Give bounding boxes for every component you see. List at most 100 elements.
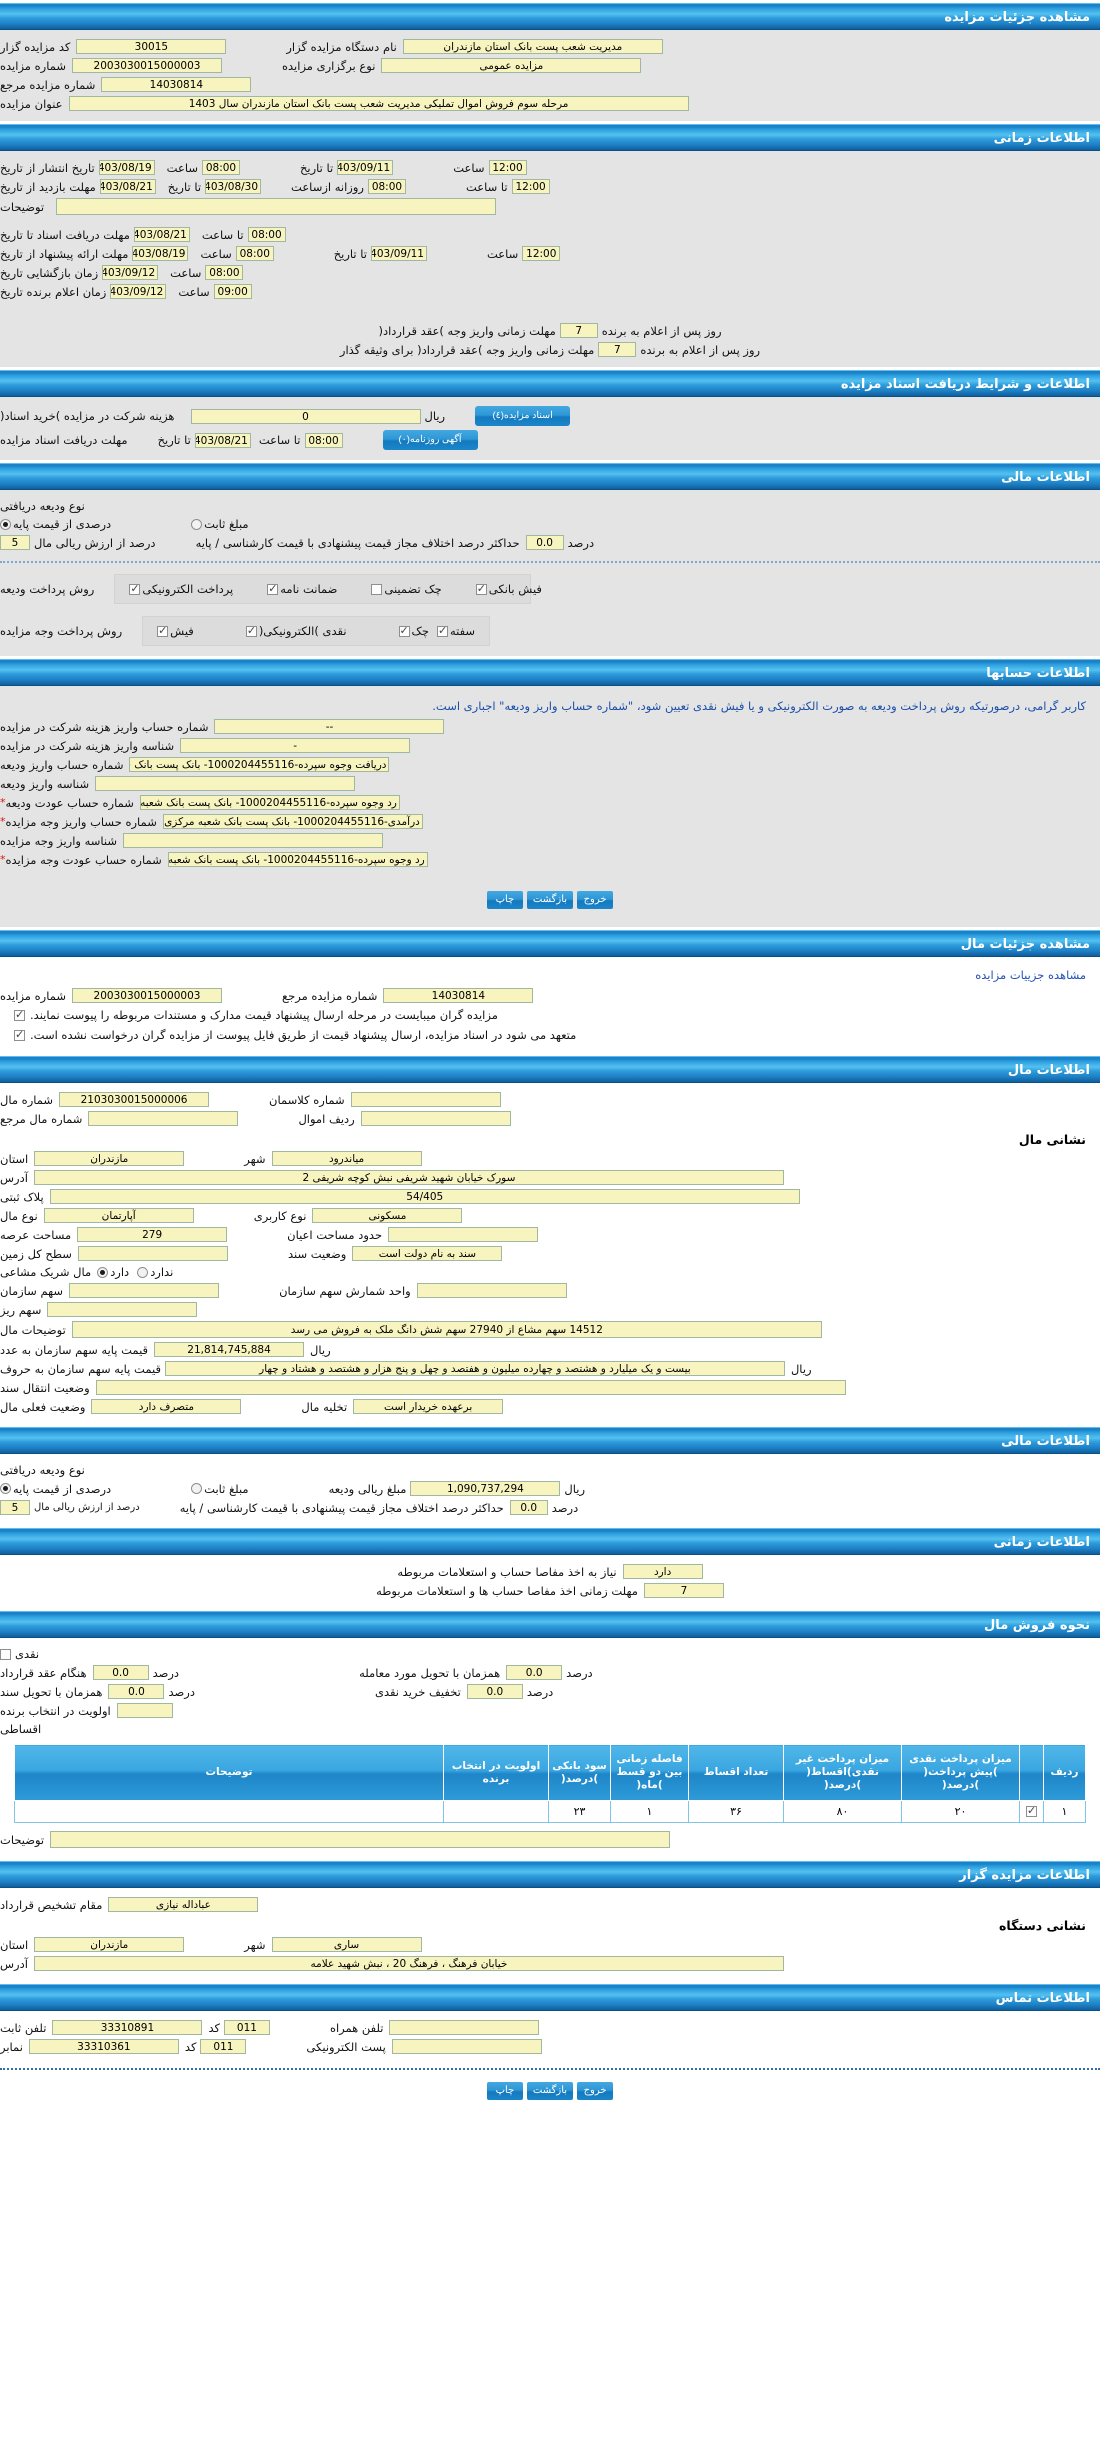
property-currentstatus-value[interactable]: متصرف دارد: [91, 1399, 242, 1414]
percent-of-base-radio[interactable]: [0, 518, 11, 530]
property-shared-no-radio[interactable]: [137, 1266, 149, 1278]
open-hour-value[interactable]: 08:00: [205, 265, 244, 280]
account-row-0-value[interactable]: --: [214, 719, 445, 734]
receive-docs-hour-value[interactable]: 08:00: [247, 227, 286, 242]
fixed-amount-option[interactable]: مبلغ ثابت: [191, 517, 249, 531]
property-fixed-amount-radio[interactable]: [191, 1483, 203, 1494]
deposit-method-3[interactable]: فیش بانکی: [475, 582, 542, 596]
contact-email-value[interactable]: [391, 2039, 542, 2054]
sale-desc-value[interactable]: [50, 1831, 671, 1848]
property-percent-of-base-radio[interactable]: [0, 1483, 11, 1494]
property-city-value[interactable]: میاندرود: [271, 1151, 422, 1166]
sale-handover-value[interactable]: 0.0: [506, 1665, 563, 1680]
payment-method-1-checkbox[interactable]: [245, 624, 257, 637]
sale-contract-value[interactable]: 0.0: [92, 1665, 149, 1680]
offer-to-date-value[interactable]: 1403/09/11: [371, 246, 427, 261]
property-auction-number-value[interactable]: 2003030015000003: [72, 988, 222, 1003]
deposit-method-2-checkbox[interactable]: [371, 583, 383, 595]
payment-method-0[interactable]: فیش: [157, 624, 194, 638]
property-shared-yes-radio[interactable]: [97, 1266, 109, 1278]
property-rowassets-value[interactable]: [360, 1111, 511, 1126]
pay-deadline2-value[interactable]: 7: [598, 342, 637, 357]
account-row-5-value[interactable]: درآمدی-1000204455116- بانک پست بانک شعبه…: [162, 814, 423, 829]
property-percent-of-base-option[interactable]: درصدی از قیمت پایه: [0, 1482, 111, 1496]
visit-date-value[interactable]: 1403/08/21: [99, 179, 156, 194]
property-area-value[interactable]: 279: [77, 1227, 228, 1242]
payment-method-1[interactable]: نقدی )الکترونیکی(: [245, 624, 347, 638]
exit-button-top[interactable]: خروج: [577, 891, 614, 909]
contact-mobile-value[interactable]: [389, 2020, 540, 2035]
publish-to-date-value[interactable]: 1403/09/11: [337, 160, 394, 175]
visit-from-hour-value[interactable]: 08:00: [367, 179, 406, 194]
winner-date-value[interactable]: 1403/09/12: [110, 284, 167, 299]
receive-docs-date-value[interactable]: 1403/08/21: [133, 227, 190, 242]
docs-deadline-hour-value[interactable]: 08:00: [304, 432, 343, 448]
account-row-7-value[interactable]: رد وجوه سپرده-1000204455116- بانک پست با…: [167, 852, 428, 867]
property-evacuation-value[interactable]: برعهده خریدار است: [353, 1399, 504, 1414]
payment-method-2[interactable]: چک: [398, 624, 429, 638]
contact-phone-value[interactable]: 33310891: [52, 2020, 203, 2035]
sale-delivery-value[interactable]: 0.0: [108, 1684, 165, 1699]
auctioneer-city-value[interactable]: ساری: [271, 1937, 422, 1952]
account-row-4-value[interactable]: رد وجوه سپرده-1000204455116- بانک پست با…: [139, 795, 400, 810]
payment-method-2-checkbox[interactable]: [398, 624, 410, 637]
view-auction-details-link[interactable]: مشاهده جزییات مزایده: [975, 968, 1086, 982]
auctioneer-province-value[interactable]: مازندران: [34, 1937, 185, 1952]
publish-to-hour-value[interactable]: 12:00: [488, 160, 527, 175]
deposit-method-1[interactable]: ضمانت نامه: [267, 582, 337, 596]
visit-to-date-value[interactable]: 1403/08/30: [205, 179, 262, 194]
back-button-bottom[interactable]: بازگشت: [526, 2082, 574, 2100]
property-fixed-amount-option[interactable]: مبلغ ثابت: [191, 1482, 249, 1496]
print-button-top[interactable]: چاپ: [486, 891, 523, 909]
property-orgshare-value[interactable]: [69, 1283, 220, 1298]
deposit-method-3-checkbox[interactable]: [475, 582, 487, 595]
account-row-6-value[interactable]: [123, 833, 384, 848]
property-class-value[interactable]: [350, 1092, 501, 1107]
offer-to-hour-value[interactable]: 12:00: [522, 246, 561, 261]
auction-ref-value[interactable]: 14030814: [101, 77, 252, 92]
property-check-1-checkbox[interactable]: [14, 1008, 25, 1021]
deposit-method-1-checkbox[interactable]: [267, 582, 279, 595]
sale-cash-checkbox[interactable]: [0, 1648, 11, 1660]
property-buildingarea-value[interactable]: [388, 1227, 539, 1242]
exit-button-bottom[interactable]: خروج: [577, 2082, 614, 2100]
property-countunit-value[interactable]: [416, 1283, 567, 1298]
publish-date-value[interactable]: 1403/08/19: [98, 160, 155, 175]
property-shared-yes-option[interactable]: دارد: [97, 1265, 129, 1279]
time-desc-value[interactable]: [56, 198, 497, 215]
publish-hour-value[interactable]: 08:00: [201, 160, 240, 175]
docs-cost-value[interactable]: 0: [190, 408, 421, 424]
back-button-top[interactable]: بازگشت: [526, 891, 574, 909]
contact-fax-code-value[interactable]: 011: [200, 2039, 247, 2054]
auctioneer-authority-value[interactable]: عباداله نیازی: [108, 1897, 259, 1912]
td-select[interactable]: [1019, 1800, 1044, 1823]
newspaper-ad-button[interactable]: آگهی روزنامه(٠): [382, 430, 478, 450]
payment-method-3[interactable]: سفته: [436, 624, 475, 638]
percent-of-base-option[interactable]: درصدی از قیمت پایه: [0, 517, 111, 531]
property-ref-number-value[interactable]: 14030814: [383, 988, 534, 1003]
property-time-deadline-value[interactable]: 7: [643, 1583, 724, 1598]
property-docstatus-value[interactable]: سند به نام دولت است: [352, 1246, 503, 1261]
account-row-3-value[interactable]: [95, 776, 356, 791]
property-max-diff-value[interactable]: 0.0: [509, 1500, 548, 1515]
auction-org-value[interactable]: مدیریت شعب پست بانک استان مازندران: [402, 39, 663, 54]
property-type-value[interactable]: آپارتمان: [43, 1208, 194, 1223]
winner-hour-value[interactable]: 09:00: [213, 284, 252, 299]
property-plate-value[interactable]: 54/405: [49, 1189, 800, 1204]
property-shared-no-option[interactable]: ندارد: [137, 1265, 173, 1279]
fixed-amount-radio[interactable]: [191, 518, 203, 530]
property-percent-value[interactable]: 5: [0, 1500, 30, 1515]
property-baseprice-value[interactable]: 21,814,745,884: [154, 1342, 305, 1357]
contact-fax-value[interactable]: 33310361: [28, 2039, 179, 2054]
auction-number-value[interactable]: 2003030015000003: [72, 58, 222, 73]
property-province-value[interactable]: مازندران: [34, 1151, 185, 1166]
property-number-value[interactable]: 2103030015000006: [59, 1092, 210, 1107]
contact-phone-code-value[interactable]: 011: [223, 2020, 270, 2035]
auctioneer-address-value[interactable]: خیابان فرهنگ ، فرهنگ 20 ، نبش شهید علامه: [33, 1956, 784, 1971]
property-fineshare-value[interactable]: [47, 1302, 198, 1317]
pay-deadline-value[interactable]: 7: [559, 323, 598, 338]
sale-priority-value[interactable]: [116, 1703, 173, 1718]
offer-hour-value[interactable]: 08:00: [235, 246, 274, 261]
deposit-method-2[interactable]: چک تضمینی: [371, 582, 442, 596]
auction-code-value[interactable]: 30015: [76, 39, 227, 54]
